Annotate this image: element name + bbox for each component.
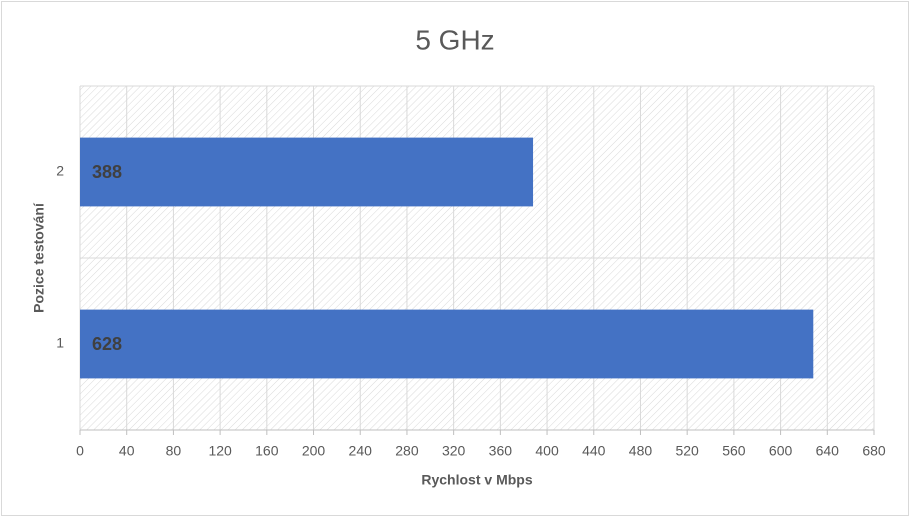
chart-title: 5 GHz (415, 24, 494, 55)
x-tick-label: 160 (255, 443, 279, 459)
x-tick-label: 440 (582, 443, 606, 459)
y-tick-label: 1 (56, 335, 64, 351)
x-tick-label: 640 (816, 443, 840, 459)
x-tick-label: 80 (166, 443, 182, 459)
x-tick-label: 360 (489, 443, 513, 459)
x-tick-label: 0 (76, 443, 84, 459)
data-label: 628 (92, 334, 122, 354)
x-tick-label: 120 (208, 443, 232, 459)
x-tick-label: 320 (442, 443, 466, 459)
x-tick-label: 400 (535, 443, 559, 459)
bar (80, 309, 814, 379)
x-tick-label: 240 (349, 443, 373, 459)
data-label: 388 (92, 162, 122, 182)
bar (80, 137, 534, 207)
y-axis-label: Pozice testování (31, 202, 47, 313)
x-tick-label: 520 (675, 443, 699, 459)
y-tick-label: 2 (56, 163, 64, 179)
x-tick-label: 600 (769, 443, 793, 459)
x-tick-label: 280 (395, 443, 419, 459)
x-tick-label: 200 (302, 443, 326, 459)
x-tick-label: 40 (119, 443, 135, 459)
x-axis-label: Rychlost v Mbps (421, 472, 532, 488)
x-tick-label: 680 (862, 443, 886, 459)
x-tick-label: 480 (629, 443, 653, 459)
x-tick-label: 560 (722, 443, 746, 459)
